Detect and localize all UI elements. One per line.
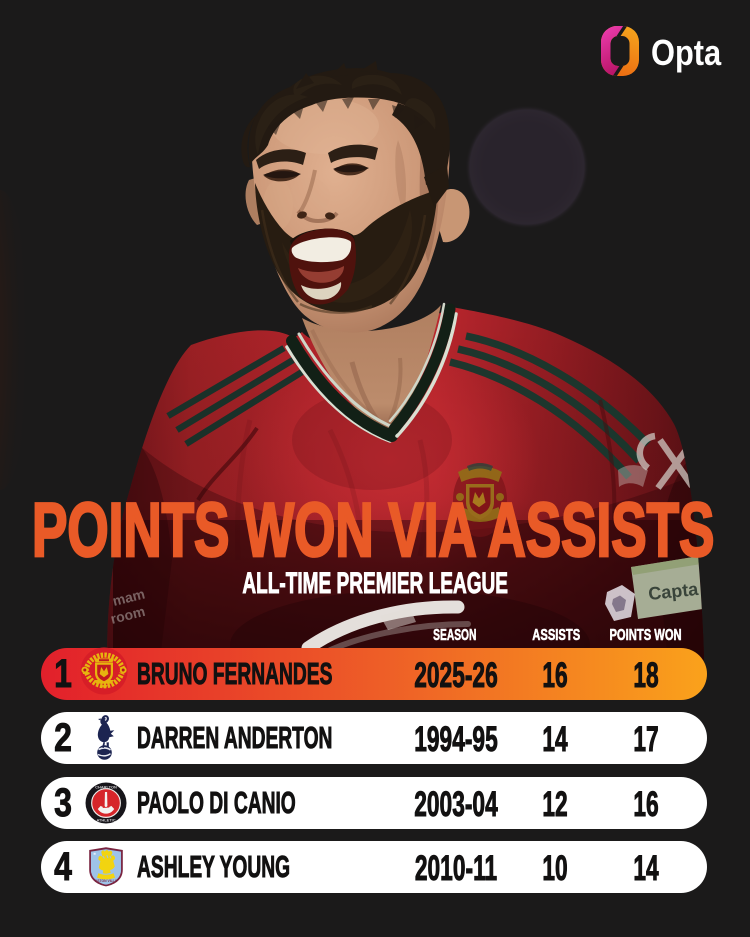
svg-text:ATHLETIC: ATHLETIC <box>96 817 115 822</box>
svg-text:ASTON VILLA: ASTON VILLA <box>95 879 118 883</box>
svg-text:mam: mam <box>111 585 147 608</box>
svg-text:CHARLTON: CHARLTON <box>95 785 117 790</box>
